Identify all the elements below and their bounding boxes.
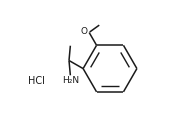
Text: O: O: [81, 27, 88, 36]
Text: HCl: HCl: [28, 76, 45, 86]
Text: H₂N: H₂N: [62, 76, 80, 85]
